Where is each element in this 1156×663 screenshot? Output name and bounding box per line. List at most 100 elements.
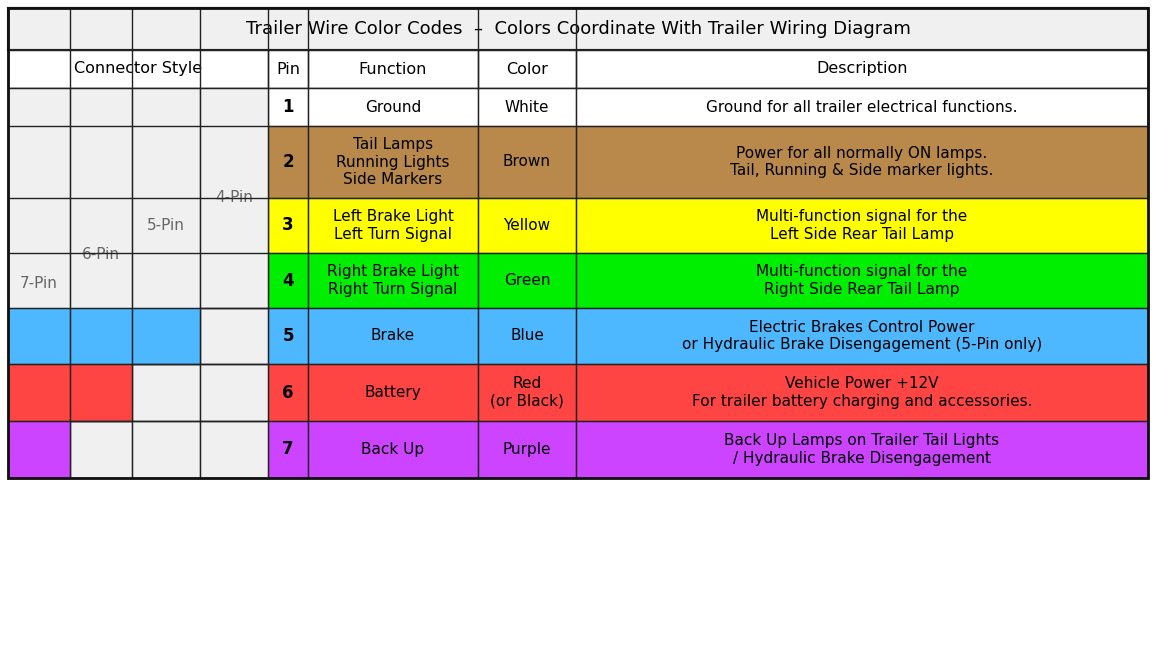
Text: Blue: Blue <box>510 328 544 343</box>
Bar <box>576 308 1148 364</box>
Bar <box>8 8 1148 50</box>
Bar <box>132 421 200 478</box>
Text: Tail Lamps
Running Lights
Side Markers: Tail Lamps Running Lights Side Markers <box>336 137 450 187</box>
Text: Brake: Brake <box>371 328 415 343</box>
Text: Power for all normally ON lamps.
Tail, Running & Side marker lights.: Power for all normally ON lamps. Tail, R… <box>731 146 994 178</box>
Bar <box>268 421 307 478</box>
Text: Right Brake Light
Right Turn Signal: Right Brake Light Right Turn Signal <box>327 265 459 297</box>
Bar <box>268 364 307 421</box>
Bar <box>132 308 200 364</box>
Text: Green: Green <box>504 273 550 288</box>
Text: 6-Pin: 6-Pin <box>82 247 120 262</box>
Bar <box>71 421 132 478</box>
Bar <box>8 364 71 421</box>
Text: Ground: Ground <box>365 99 421 115</box>
Text: 6: 6 <box>282 383 294 402</box>
Bar <box>307 126 477 198</box>
Bar <box>8 421 71 478</box>
Text: Yellow: Yellow <box>503 218 550 233</box>
Bar <box>268 88 307 126</box>
Text: Multi-function signal for the
Right Side Rear Tail Lamp: Multi-function signal for the Right Side… <box>756 265 968 297</box>
Text: Pin: Pin <box>276 62 301 76</box>
Bar <box>71 308 132 364</box>
Text: Ground for all trailer electrical functions.: Ground for all trailer electrical functi… <box>706 99 1017 115</box>
Bar <box>307 88 477 126</box>
Text: 5-Pin: 5-Pin <box>147 219 185 233</box>
Bar <box>71 88 132 421</box>
Bar <box>200 421 268 478</box>
Bar <box>268 126 307 198</box>
Bar <box>132 308 200 364</box>
Bar <box>576 126 1148 198</box>
Bar <box>8 50 1148 88</box>
Bar <box>576 198 1148 253</box>
Bar <box>8 198 71 253</box>
Bar <box>477 126 576 198</box>
Text: Description: Description <box>816 62 907 76</box>
Bar <box>576 88 1148 126</box>
Bar <box>200 126 268 198</box>
Bar <box>307 364 477 421</box>
Text: 7: 7 <box>282 440 294 459</box>
Bar <box>8 126 71 198</box>
Bar <box>8 308 71 364</box>
Bar <box>576 364 1148 421</box>
Text: Left Brake Light
Left Turn Signal: Left Brake Light Left Turn Signal <box>333 210 453 242</box>
Bar <box>477 253 576 308</box>
Bar <box>8 8 1148 478</box>
Bar <box>71 126 132 198</box>
Bar <box>71 364 132 421</box>
Text: Brown: Brown <box>503 154 551 170</box>
Bar <box>71 308 132 364</box>
Bar <box>477 421 576 478</box>
Text: White: White <box>505 99 549 115</box>
Bar <box>71 88 132 126</box>
Text: 3: 3 <box>282 217 294 235</box>
Bar <box>8 308 71 364</box>
Bar <box>200 364 268 421</box>
Text: 4: 4 <box>282 272 294 290</box>
Bar <box>307 253 477 308</box>
Bar <box>132 88 200 126</box>
Bar <box>132 364 200 421</box>
Text: Multi-function signal for the
Left Side Rear Tail Lamp: Multi-function signal for the Left Side … <box>756 210 968 242</box>
Bar <box>477 198 576 253</box>
Text: Color: Color <box>506 62 548 76</box>
Bar <box>71 364 132 421</box>
Bar <box>132 198 200 253</box>
Bar <box>200 253 268 308</box>
Text: 7-Pin: 7-Pin <box>20 276 58 290</box>
Text: Purple: Purple <box>503 442 551 457</box>
Bar <box>576 253 1148 308</box>
Bar <box>8 253 71 308</box>
Bar <box>268 308 307 364</box>
Bar <box>8 421 71 478</box>
Bar <box>200 88 268 126</box>
Bar <box>8 364 71 421</box>
Text: 2: 2 <box>282 153 294 171</box>
Text: Function: Function <box>358 62 428 76</box>
Bar <box>132 126 200 198</box>
Text: Trailer Wire Color Codes  –  Colors Coordinate With Trailer Wiring Diagram: Trailer Wire Color Codes – Colors Coordi… <box>245 20 911 38</box>
Bar <box>477 88 576 126</box>
Text: Back Up: Back Up <box>362 442 424 457</box>
Text: Red
(or Black): Red (or Black) <box>490 377 564 408</box>
Bar <box>132 308 200 364</box>
Bar <box>132 253 200 308</box>
Bar <box>71 253 132 308</box>
Bar <box>8 88 71 126</box>
Bar <box>8 364 71 421</box>
Text: Electric Brakes Control Power
or Hydraulic Brake Disengagement (5-Pin only): Electric Brakes Control Power or Hydraul… <box>682 320 1042 352</box>
Text: Connector Style: Connector Style <box>74 62 202 76</box>
Bar <box>71 308 132 364</box>
Bar <box>307 421 477 478</box>
Bar <box>268 253 307 308</box>
Bar <box>477 364 576 421</box>
Bar <box>8 88 71 478</box>
Bar <box>71 364 132 421</box>
Bar <box>576 421 1148 478</box>
Bar <box>268 198 307 253</box>
Text: 4-Pin: 4-Pin <box>215 190 253 206</box>
Bar <box>307 308 477 364</box>
Text: Back Up Lamps on Trailer Tail Lights
/ Hydraulic Brake Disengagement: Back Up Lamps on Trailer Tail Lights / H… <box>725 434 1000 465</box>
